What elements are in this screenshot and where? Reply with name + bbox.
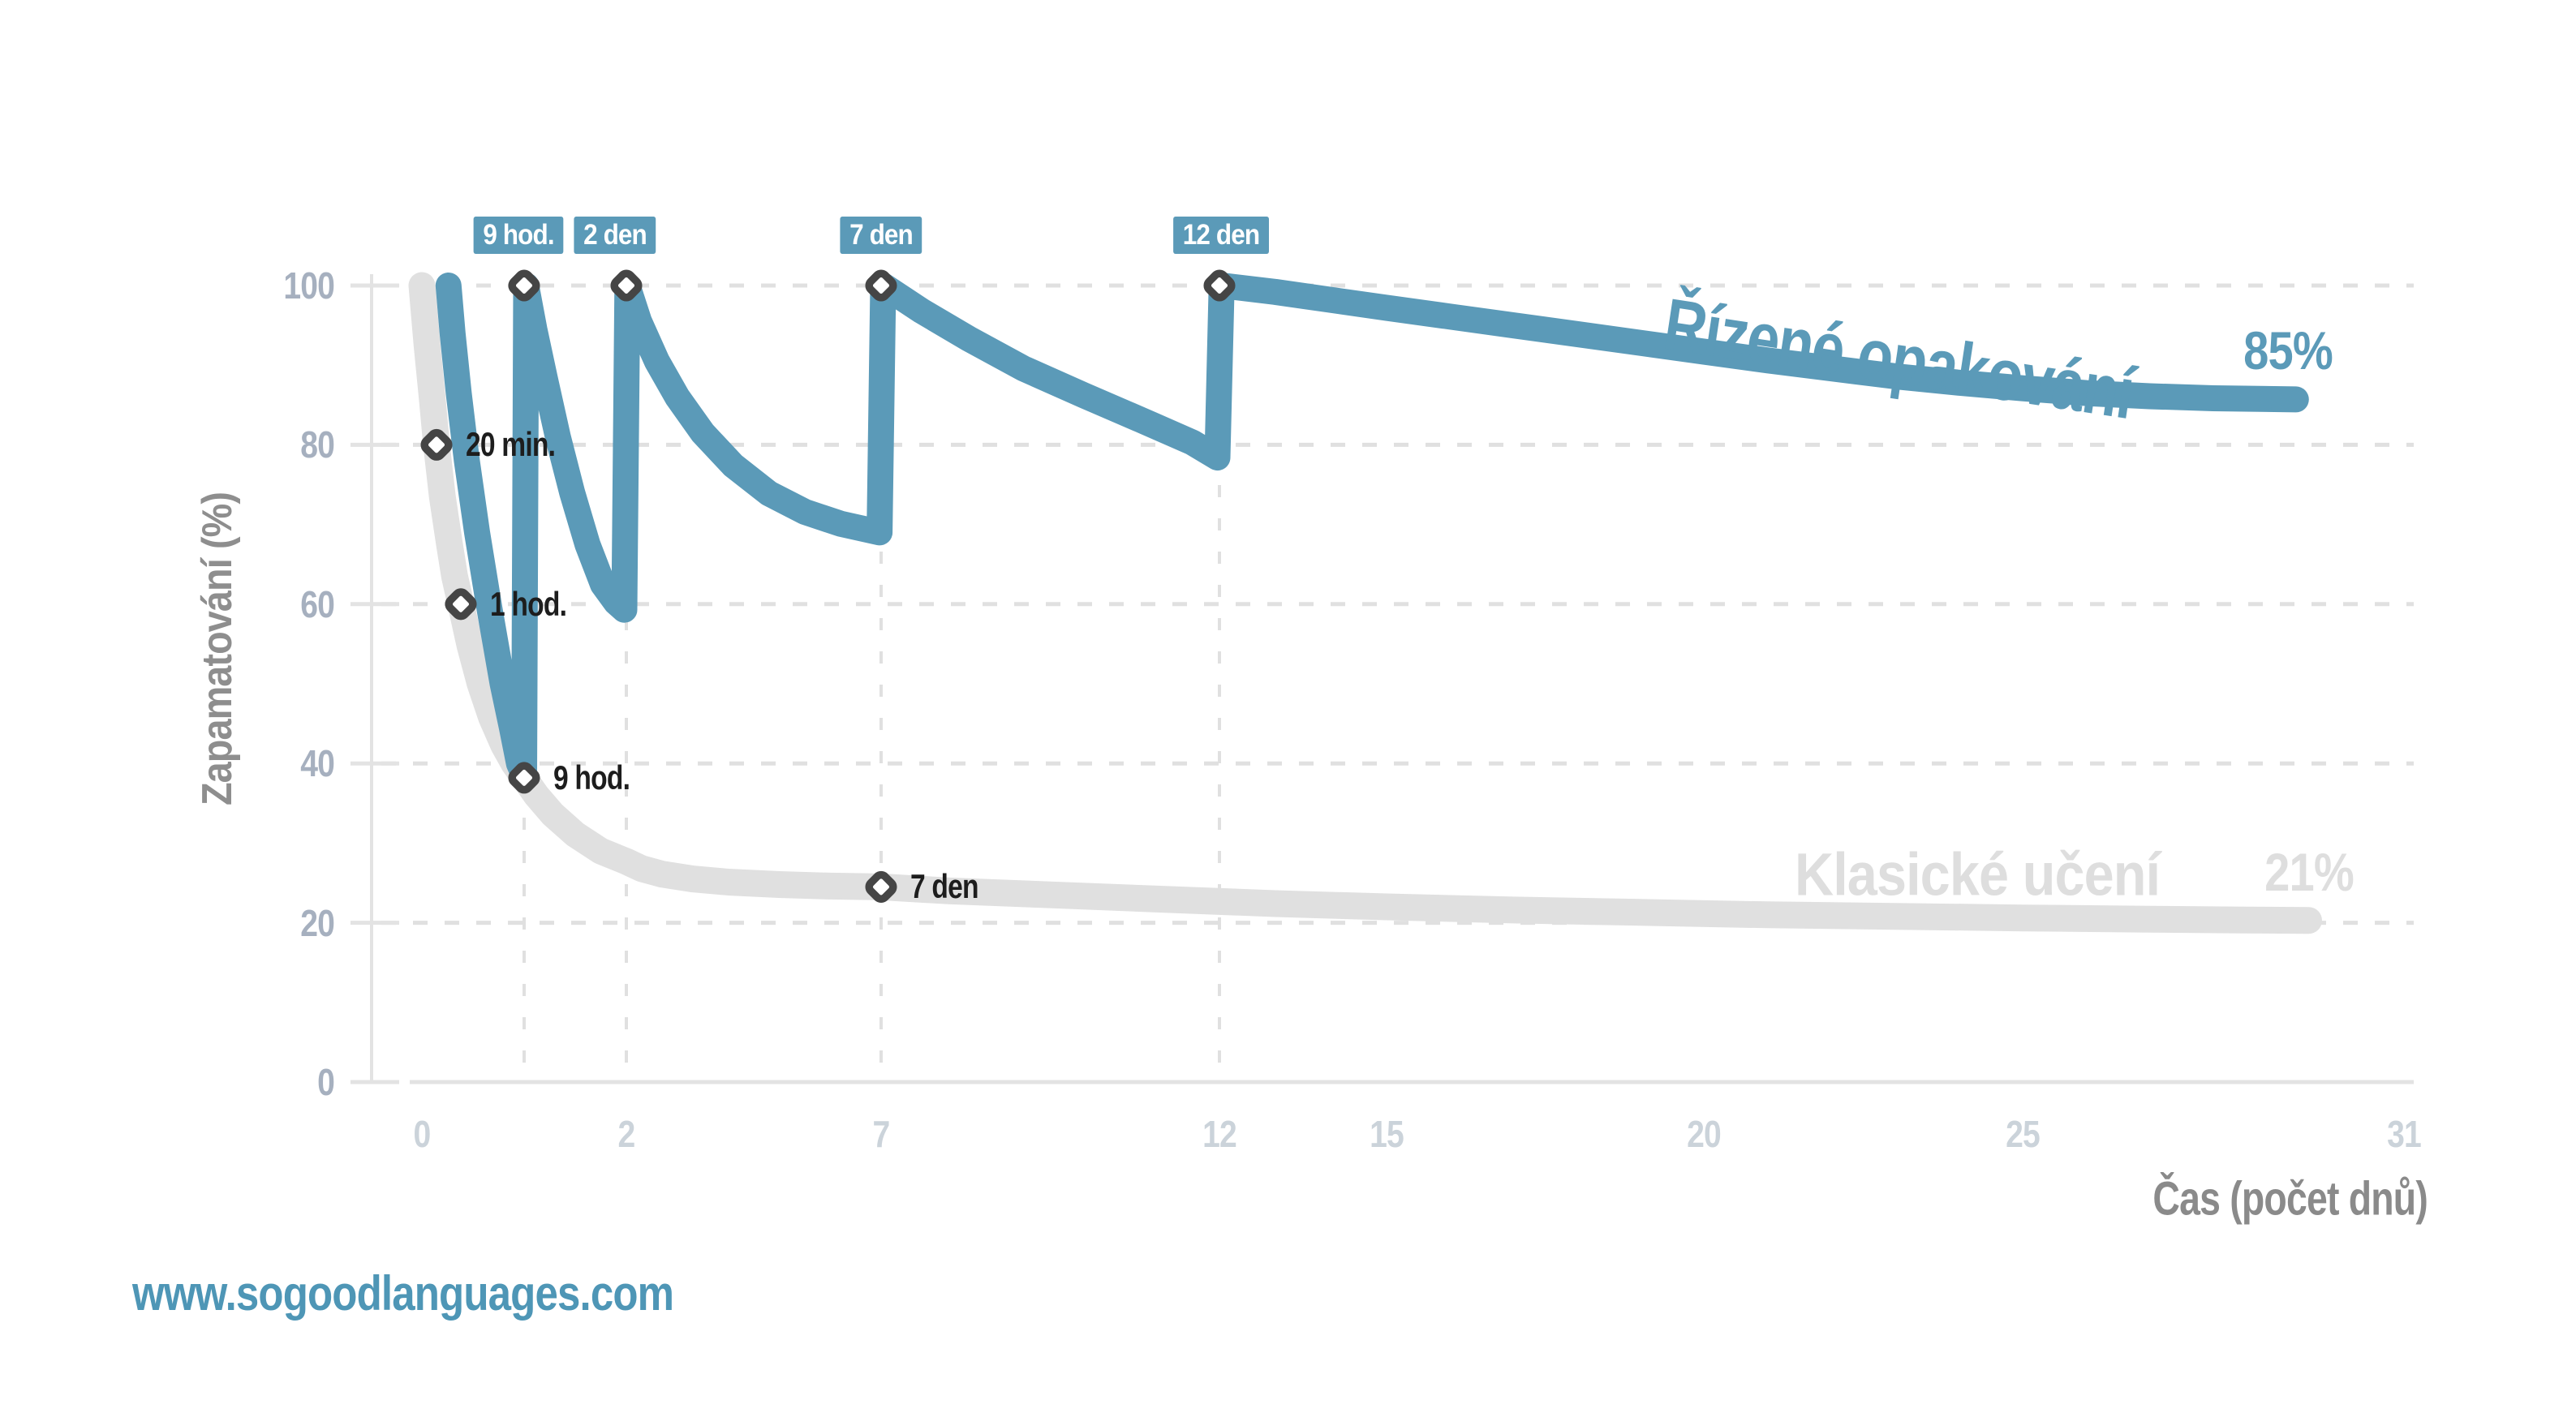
end-value-classic-learning: 21%	[2264, 842, 2355, 902]
y-tick-label: 40	[300, 742, 335, 785]
y-tick-label: 80	[300, 423, 335, 466]
curve-marker-label: 9 hod.	[553, 758, 630, 797]
x-axis-title: Čas (počet dnů)	[2152, 1172, 2428, 1226]
x-tick-label: 7	[872, 1113, 891, 1155]
retention-curve-classic-learning	[408, 272, 2322, 934]
x-tick-label: 31	[2387, 1113, 2422, 1155]
review-point-marker	[1203, 269, 1236, 302]
forgetting-point-marker	[420, 428, 453, 461]
x-tick-label: 25	[2006, 1113, 2041, 1155]
forgetting-point-marker	[865, 870, 897, 903]
x-tick-label: 12	[1202, 1113, 1237, 1155]
review-badge: 9 hod.	[473, 217, 564, 254]
review-badge: 2 den	[574, 217, 656, 254]
y-tick-label: 20	[300, 901, 335, 944]
forgetting-point-marker	[445, 588, 477, 621]
review-point-marker	[508, 269, 540, 302]
website-link[interactable]: www.sogoodlanguages.com	[132, 1266, 674, 1321]
y-tick-label: 0	[317, 1061, 335, 1103]
review-badge: 12 den	[1173, 217, 1269, 254]
end-value-spaced-repetition: 85%	[2243, 320, 2333, 380]
x-tick-label: 0	[413, 1113, 432, 1155]
forgetting-point-marker	[508, 762, 540, 794]
curve-marker-label: 7 den	[910, 867, 979, 906]
x-tick-label: 15	[1370, 1113, 1404, 1155]
x-tick-label: 20	[1687, 1113, 1722, 1155]
x-tick-label: 2	[617, 1113, 636, 1155]
y-axis-title: Zapamatování (%)	[194, 492, 241, 806]
review-point-marker	[865, 269, 897, 302]
curve-marker-label: 20 min.	[466, 425, 556, 464]
y-tick-label: 100	[283, 264, 335, 307]
review-point-marker	[610, 269, 643, 302]
curve-marker-label: 1 hod.	[490, 584, 567, 623]
y-tick-label: 60	[300, 582, 335, 625]
series-label-classic-learning: Klasické učení	[1795, 840, 2161, 908]
review-badge: 7 den	[840, 217, 922, 254]
